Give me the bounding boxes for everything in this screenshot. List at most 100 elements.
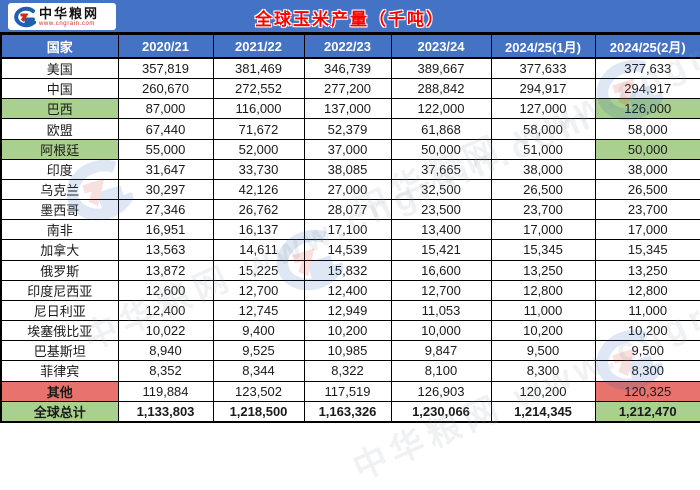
value-cell: 27,346 [117,199,214,221]
table-body: 美国 357,819 381,469 346,739 389,667 377,633 377… [0,57,700,423]
value-cell: 9,400 [212,320,305,342]
value-cell: 1,163,326 [303,400,392,423]
value-cell: 12,800 [594,279,700,301]
value-cell: 12,700 [212,279,305,301]
value-cell: 10,000 [390,320,492,342]
table-row: 其他 119,884 123,502 117,519 126,903 120,200 120… [0,380,700,402]
country-cell: 全球总计 [0,400,119,423]
table-row: 欧盟 67,440 71,672 52,379 61,868 58,000 58,000 [0,118,700,140]
value-cell: 116,000 [212,98,305,120]
country-cell: 印度尼西亚 [0,279,119,301]
country-cell: 巴基斯坦 [0,340,119,362]
table-row: 尼日利亚 12,400 12,745 12,949 11,053 11,000 11,000 [0,299,700,322]
value-cell: 1,218,500 [212,400,305,423]
value-cell: 17,100 [303,219,392,241]
country-cell: 美国 [0,57,119,80]
value-cell: 87,000 [117,98,214,120]
value-cell: 38,000 [490,158,596,180]
value-cell: 12,949 [303,299,392,322]
value-cell: 17,000 [594,219,700,241]
value-cell: 33,730 [212,158,305,180]
value-cell: 1,214,345 [490,400,596,423]
value-cell: 9,525 [212,340,305,362]
value-cell: 10,200 [490,320,596,342]
value-cell: 15,345 [490,239,596,261]
value-cell: 294,917 [594,78,700,100]
value-cell: 55,000 [117,138,214,160]
table-row: 加拿大 13,563 14,611 14,539 15,421 15,345 15,345 [0,239,700,261]
header-band: 中华粮网 www.cngrain.com 全球玉米产量（千吨） [0,0,700,33]
value-cell: 119,884 [117,380,214,402]
country-cell: 阿根廷 [0,138,119,160]
value-cell: 38,085 [303,158,392,180]
table-row: 阿根廷 55,000 52,000 37,000 50,000 51,000 50,000 [0,138,700,160]
value-cell: 260,670 [117,78,214,100]
value-cell: 23,700 [594,199,700,221]
column-header: 2020/21 [117,33,214,59]
value-cell: 28,077 [303,199,392,221]
value-cell: 377,633 [490,57,596,80]
table-row: 中国 260,670 272,552 277,200 288,842 294,917 294… [0,78,700,100]
value-cell: 12,745 [212,299,305,322]
table-row: 南非 16,951 16,137 17,100 13,400 17,000 17,000 [0,219,700,241]
value-cell: 126,903 [390,380,492,402]
value-cell: 42,126 [212,178,305,201]
value-cell: 10,985 [303,340,392,362]
table-row: 乌克兰 30,297 42,126 27,000 32,500 26,500 26,500 [0,178,700,201]
value-cell: 71,672 [212,118,305,140]
value-cell: 51,000 [490,138,596,160]
value-cell: 10,200 [303,320,392,342]
country-cell: 巴西 [0,98,119,120]
column-header: 2024/25(1月) [490,33,596,59]
value-cell: 12,800 [490,279,596,301]
table-row: 俄罗斯 13,872 15,225 15,832 16,600 13,250 13,250 [0,259,700,281]
table-row: 墨西哥 27,346 26,762 28,077 23,500 23,700 23,700 [0,199,700,221]
table-row: 菲律宾 8,352 8,344 8,322 8,100 8,300 8,300 [0,360,700,382]
country-cell: 墨西哥 [0,199,119,221]
value-cell: 12,400 [303,279,392,301]
value-cell: 30,297 [117,178,214,201]
value-cell: 23,700 [490,199,596,221]
value-cell: 27,000 [303,178,392,201]
country-cell: 南非 [0,219,119,241]
column-header: 2022/23 [303,33,392,59]
value-cell: 277,200 [303,78,392,100]
value-cell: 9,500 [490,340,596,362]
value-cell: 122,000 [390,98,492,120]
value-cell: 12,400 [117,299,214,322]
value-cell: 15,345 [594,239,700,261]
value-cell: 58,000 [594,118,700,140]
value-cell: 1,230,066 [390,400,492,423]
table-row: 印度 31,647 33,730 38,085 37,665 38,000 38,000 [0,158,700,180]
value-cell: 272,552 [212,78,305,100]
value-cell: 32,500 [390,178,492,201]
value-cell: 52,379 [303,118,392,140]
value-cell: 17,000 [490,219,596,241]
production-table: 国家 2020/21 2021/22 2022/23 2023/24 2024/25(1月… [0,33,700,423]
table-row: 印度尼西亚 12,600 12,700 12,400 12,700 12,800 12,80… [0,279,700,301]
value-cell: 12,700 [390,279,492,301]
page-title: 全球玉米产量（千吨） [255,10,445,29]
site-logo: 中华粮网 www.cngrain.com [8,3,116,30]
value-cell: 8,352 [117,360,214,382]
value-cell: 13,250 [594,259,700,281]
value-cell: 26,500 [490,178,596,201]
value-cell: 11,000 [490,299,596,322]
country-cell: 乌克兰 [0,178,119,201]
value-cell: 120,200 [490,380,596,402]
value-cell: 52,000 [212,138,305,160]
table-row: 美国 357,819 381,469 346,739 389,667 377,633 377… [0,57,700,80]
value-cell: 67,440 [117,118,214,140]
value-cell: 16,137 [212,219,305,241]
country-cell: 印度 [0,158,119,180]
value-cell: 13,250 [490,259,596,281]
value-cell: 16,600 [390,259,492,281]
table-row: 巴基斯坦 8,940 9,525 10,985 9,847 9,500 9,500 [0,340,700,362]
value-cell: 15,832 [303,259,392,281]
value-cell: 37,665 [390,158,492,180]
value-cell: 126,000 [594,98,700,120]
value-cell: 13,400 [390,219,492,241]
value-cell: 50,000 [594,138,700,160]
value-cell: 13,563 [117,239,214,261]
value-cell: 123,502 [212,380,305,402]
